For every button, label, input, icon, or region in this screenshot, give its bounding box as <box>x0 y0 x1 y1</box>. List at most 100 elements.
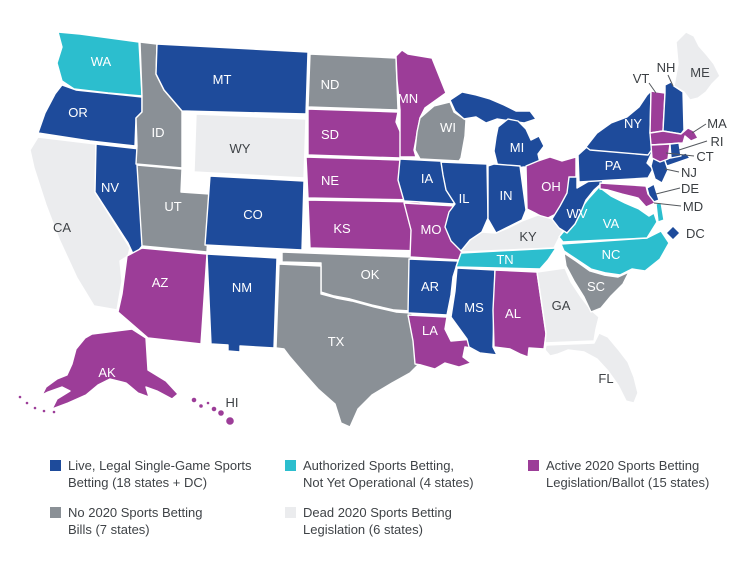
callout-label-md: MD <box>683 199 703 214</box>
state-mi <box>449 91 545 170</box>
state-label-nm: NM <box>232 280 252 295</box>
callout-label-vt: VT <box>633 71 650 86</box>
state-label-ia: IA <box>421 171 434 186</box>
state-label-ca: CA <box>53 220 71 235</box>
callout-label-de: DE <box>681 181 699 196</box>
state-or <box>37 84 143 147</box>
legend-swatch-live <box>50 460 61 471</box>
state-label-nv: NV <box>101 180 119 195</box>
callout-label-nh: NH <box>657 60 676 75</box>
state-label-ga: GA <box>552 298 571 313</box>
state-label-ok: OK <box>361 267 380 282</box>
legend-label-none: No 2020 Sports Betting Bills (7 states) <box>68 504 202 538</box>
legend-item-none: No 2020 Sports Betting Bills (7 states) <box>50 504 285 538</box>
legend-active-line2: Legislation/Ballot (15 states) <box>546 475 710 490</box>
states-layer <box>17 31 721 428</box>
state-in <box>487 163 527 234</box>
state-label-mo: MO <box>421 222 442 237</box>
state-la <box>407 314 486 370</box>
legend-none-line2: Bills (7 states) <box>68 522 150 537</box>
callout-label-nj: NJ <box>681 165 697 180</box>
state-co <box>204 175 305 251</box>
state-wi <box>414 101 467 162</box>
state-label-al: AL <box>505 306 521 321</box>
state-label-ny: NY <box>624 116 642 131</box>
legend-dead-line2: Legislation (6 states) <box>303 522 423 537</box>
state-label-ks: KS <box>333 221 351 236</box>
state-label-mn: MN <box>398 91 418 106</box>
state-label-id: ID <box>152 125 165 140</box>
state-ga <box>536 267 600 344</box>
state-label-fl: FL <box>598 371 613 386</box>
legend-swatch-dead <box>285 507 296 518</box>
state-labels-layer: WA OR CA NV ID MT WY UT CO AZ NM ND SD N… <box>53 54 710 410</box>
callout-line-ct <box>665 152 695 157</box>
state-ak <box>17 328 179 415</box>
state-fl <box>544 332 639 404</box>
legend-live-line1: Live, Legal Single-Game Sports <box>68 458 252 473</box>
legend-label-authorized: Authorized Sports Betting, Not Yet Operat… <box>303 457 474 491</box>
state-label-va: VA <box>603 216 620 231</box>
state-label-ut: UT <box>164 199 181 214</box>
state-nm <box>206 253 278 353</box>
dc-label: DC <box>686 226 705 241</box>
state-sc <box>563 252 630 313</box>
state-label-ne: NE <box>321 173 339 188</box>
state-label-pa: PA <box>605 158 622 173</box>
legend-authorized-line1: Authorized Sports Betting, <box>303 458 455 473</box>
legend-swatch-authorized <box>285 460 296 471</box>
state-label-wy: WY <box>230 141 251 156</box>
us-map: WA OR CA NV ID MT WY UT CO AZ NM ND SD N… <box>17 31 727 428</box>
state-md <box>599 182 656 208</box>
state-label-sc: SC <box>587 279 605 294</box>
state-tx <box>275 263 419 428</box>
callout-line-vt <box>648 82 657 94</box>
state-label-wv: WV <box>567 206 588 221</box>
state-label-mi: MI <box>510 140 524 155</box>
state-ri <box>669 142 682 159</box>
callout-label-ri: RI <box>711 134 724 149</box>
state-label-wa: WA <box>91 54 112 69</box>
state-label-nc: NC <box>602 247 621 262</box>
legend-item-live: Live, Legal Single-Game Sports Betting (1… <box>50 457 285 491</box>
state-label-mt: MT <box>213 72 232 87</box>
callout-label-ma: MA <box>707 116 727 131</box>
state-label-la: LA <box>422 323 438 338</box>
callout-line-ri <box>678 140 708 151</box>
state-label-ar: AR <box>421 279 439 294</box>
state-label-in: IN <box>500 188 513 203</box>
state-label-sd: SD <box>321 127 339 142</box>
state-tn <box>455 247 557 270</box>
state-label-me: ME <box>690 65 710 80</box>
state-label-or: OR <box>68 105 88 120</box>
state-label-hi: HI <box>226 395 239 410</box>
state-label-ms: MS <box>464 300 484 315</box>
state-nd <box>307 53 399 111</box>
legend-item-active: Active 2020 Sports Betting Legislation/Ba… <box>528 457 748 491</box>
state-mt <box>155 43 309 115</box>
callout-lines-layer <box>648 74 708 207</box>
legend-label-live: Live, Legal Single-Game Sports Betting (1… <box>68 457 252 491</box>
legend-live-line2: Betting (18 states + DC) <box>68 475 208 490</box>
callout-line-md <box>653 202 682 207</box>
state-label-az: AZ <box>152 275 169 290</box>
legend-item-dead: Dead 2020 Sports Betting Legislation (6 s… <box>285 504 520 538</box>
legend-active-line1: Active 2020 Sports Betting <box>546 458 700 473</box>
callout-line-de <box>655 187 681 195</box>
legend-swatch-none <box>50 507 61 518</box>
legend-dead-line1: Dead 2020 Sports Betting <box>303 505 452 520</box>
callout-line-nh <box>667 74 674 87</box>
callout-line-ma <box>691 123 707 134</box>
state-me <box>673 31 721 101</box>
state-label-tx: TX <box>328 334 345 349</box>
state-label-co: CO <box>243 207 263 222</box>
callout-line-nj <box>664 168 680 173</box>
state-label-il: IL <box>459 191 470 206</box>
legend-label-dead: Dead 2020 Sports Betting Legislation (6 s… <box>303 504 452 538</box>
legend-none-line1: No 2020 Sports Betting <box>68 505 203 520</box>
legend: Live, Legal Single-Game Sports Betting (1… <box>0 447 748 561</box>
dc-marker-diamond <box>665 225 681 241</box>
state-label-nd: ND <box>321 77 340 92</box>
state-ct <box>650 143 671 163</box>
